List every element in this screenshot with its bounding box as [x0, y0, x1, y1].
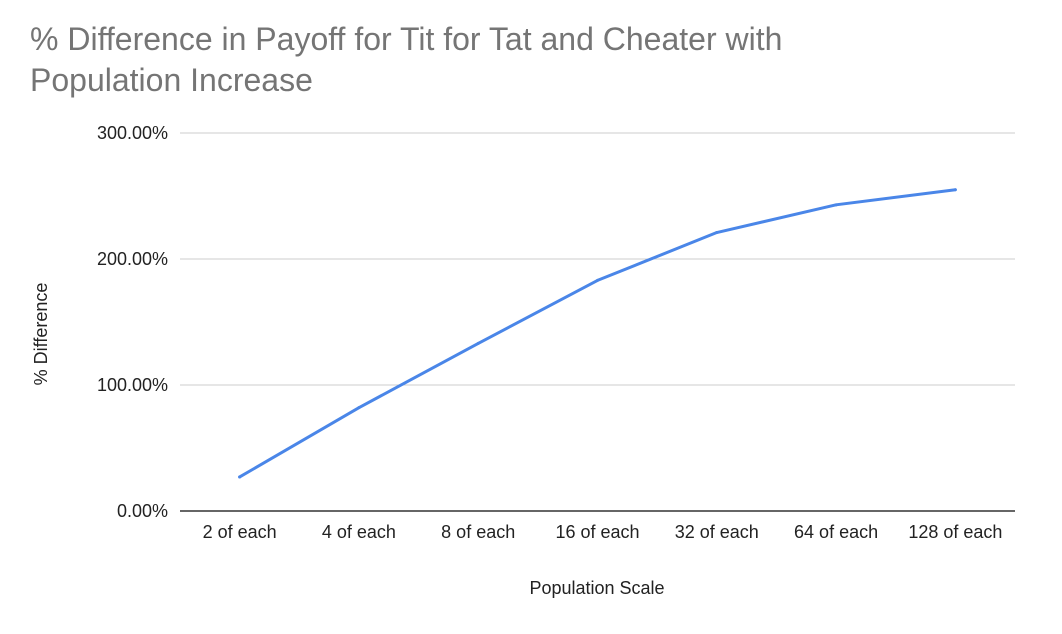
- data-point: [476, 341, 480, 345]
- y-tick-label: 0.00%: [117, 501, 168, 521]
- y-tick-label: 100.00%: [97, 375, 168, 395]
- x-tick-label: 128 of each: [908, 522, 1002, 542]
- data-point: [596, 278, 599, 282]
- data-point: [953, 188, 957, 192]
- chart-title: % Difference in Payoff for Tit for Tat a…: [30, 21, 782, 98]
- gridlines: [180, 132, 1015, 386]
- data-point: [357, 406, 361, 410]
- chart-title-line-2: Population Increase: [30, 62, 313, 98]
- x-tick-label: 64 of each: [794, 522, 878, 542]
- y-axis-title: % Difference: [31, 283, 51, 386]
- y-tick-label: 200.00%: [97, 249, 168, 269]
- series-line: [238, 188, 957, 479]
- x-tick-label: 4 of each: [322, 522, 396, 542]
- y-tick-label: 300.00%: [97, 123, 168, 143]
- x-tick-label: 16 of each: [555, 522, 639, 542]
- x-tick-label: 2 of each: [203, 522, 277, 542]
- x-tick-label: 8 of each: [441, 522, 515, 542]
- x-axis-tick-labels: 2 of each 4 of each 8 of each 16 of each 32 …: [203, 522, 1003, 542]
- x-axis-title: Population Scale: [529, 578, 664, 598]
- chart-title-line-1: % Difference in Payoff for Tit for Tat a…: [30, 21, 782, 57]
- data-point: [715, 231, 719, 235]
- x-tick-label: 32 of each: [675, 522, 759, 542]
- data-point: [238, 475, 242, 479]
- data-point: [834, 203, 838, 207]
- y-axis-tick-labels: 0.00% 100.00% 200.00% 300.00%: [97, 123, 168, 521]
- series-layer: [238, 188, 957, 479]
